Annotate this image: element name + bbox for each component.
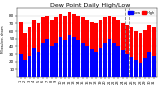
Bar [37,23,40,77]
Bar [28,27,32,77]
Bar [121,23,124,77]
Bar [121,50,124,77]
Bar [94,52,98,77]
Bar [81,17,85,77]
Bar [63,40,67,77]
Bar [152,56,156,77]
Bar [152,27,156,77]
Bar [59,37,63,77]
Bar [103,17,107,77]
Bar [50,46,54,77]
Bar [108,16,111,77]
Bar [147,52,151,77]
Bar [85,46,89,77]
Bar [108,39,111,77]
Bar [94,23,98,77]
Bar [81,43,85,77]
Bar [19,54,23,77]
Bar [125,25,129,77]
Bar [32,20,36,77]
Bar [72,37,76,77]
Bar [45,39,49,77]
Bar [59,14,63,77]
Bar [72,14,76,77]
Bar [139,33,142,77]
Bar [143,30,147,77]
Bar [99,20,102,77]
Bar [103,43,107,77]
Bar [63,16,67,77]
Bar [41,43,45,77]
Bar [28,56,32,77]
Bar [90,22,93,77]
Bar [37,52,40,77]
Bar [147,25,151,77]
Bar [90,49,93,77]
Bar [50,20,54,77]
Bar [41,17,45,77]
Bar [134,31,138,77]
Bar [19,22,23,77]
Bar [116,20,120,77]
Bar [76,16,80,77]
Bar [32,48,36,77]
Bar [99,48,102,77]
Bar [116,46,120,77]
Bar [54,43,58,77]
Bar [68,35,71,77]
Bar [85,20,89,77]
Bar [125,54,129,77]
Bar [130,57,133,77]
Legend: Low, High: Low, High [128,10,156,15]
Bar [134,60,138,77]
Bar [54,17,58,77]
Text: Milwaukee, shown: Milwaukee, shown [1,25,5,53]
Bar [139,63,142,77]
Title: Dew Point Daily High/Low: Dew Point Daily High/Low [50,3,130,8]
Bar [45,16,49,77]
Bar [112,17,116,77]
Bar [68,12,71,77]
Bar [23,33,27,77]
Bar [130,27,133,77]
Bar [143,58,147,77]
Bar [76,40,80,77]
Bar [112,43,116,77]
Bar [23,60,27,77]
